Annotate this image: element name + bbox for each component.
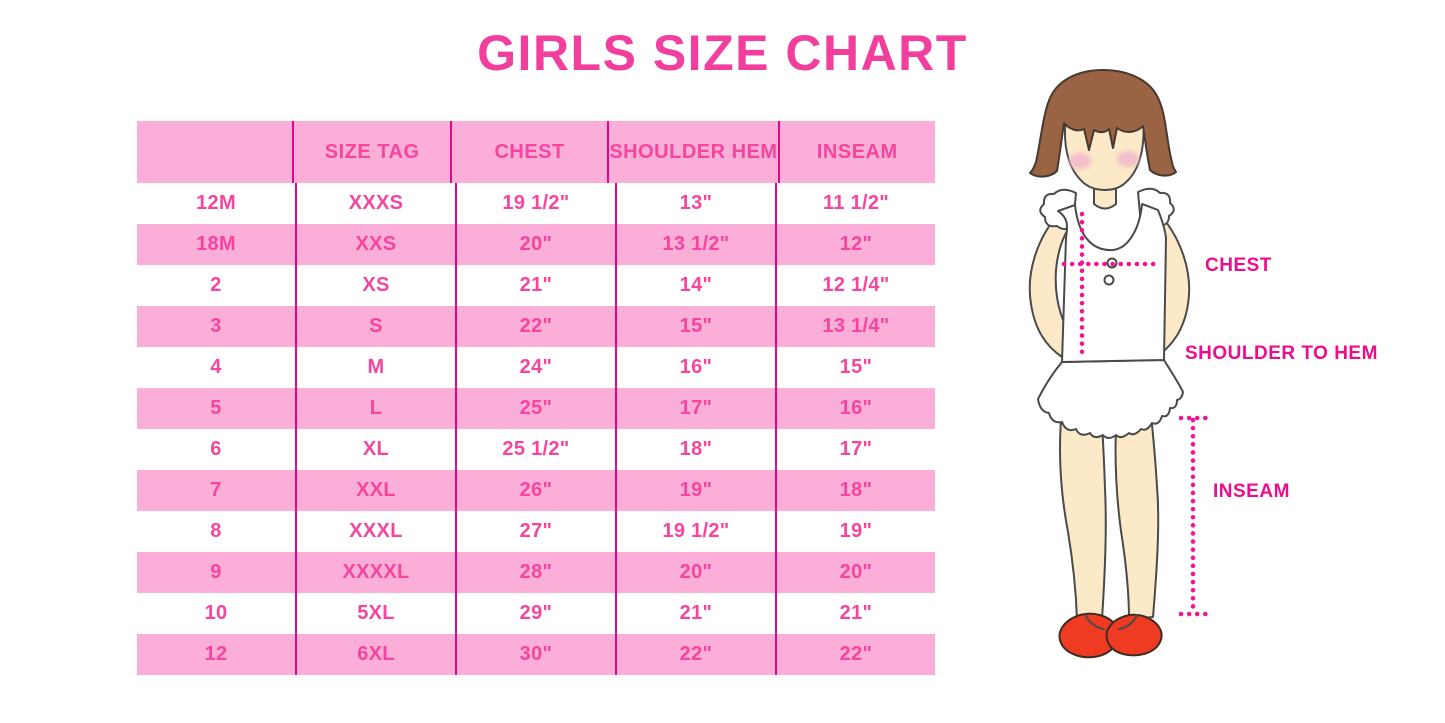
table-row: 9 XXXXL 28" 20" 20" (137, 552, 935, 593)
table-cell: 21" (457, 265, 617, 306)
table-row: 6 XL 25 1/2" 18" 17" (137, 429, 935, 470)
measurement-figure-illustration: CHEST SHOULDER TO HEM INSEAM (1028, 69, 1378, 659)
table-cell: 26" (457, 470, 617, 511)
table-cell: 19" (839, 520, 873, 542)
table-cell: 19" (617, 470, 777, 511)
table-header-row: SIZE TAG CHEST SHOULDER HEM INSEAM (137, 121, 935, 183)
right-blush (1117, 151, 1139, 167)
table-cell: 12 (137, 634, 297, 675)
table-row: 12M XXXS 19 1/2" 13" 11 1/2" (137, 183, 935, 224)
table-cell: XXXL (297, 511, 457, 552)
table-cell: 2 (137, 265, 297, 306)
table-cell: 29" (457, 593, 617, 634)
size-chart-table: SIZE TAG CHEST SHOULDER HEM INSEAM 12M XXXS 19… (137, 121, 935, 675)
table-row: 18M XXS 20" 13 1/2" 12" (137, 224, 935, 265)
table-cell: 27" (457, 511, 617, 552)
table-cell: 19 1/2" (457, 183, 617, 224)
table-cell: 18M (137, 224, 297, 265)
table-cell: 5 (137, 388, 297, 429)
table-cell: 22" (617, 634, 777, 675)
table-cell: XXL (297, 470, 457, 511)
shoulder-to-hem-label: SHOULDER TO HEM (1185, 343, 1378, 364)
column-header-cell: SIZE TAG (294, 121, 452, 183)
hair (1029, 69, 1177, 178)
table-cell: 24" (457, 347, 617, 388)
table-cell: XXXS (297, 183, 457, 224)
table-cell: 18" (617, 429, 777, 470)
table-cell: 17" (617, 388, 777, 429)
table-cell: 11 1/2" (822, 192, 890, 214)
right-shoe (1105, 613, 1163, 657)
table-cell: XXXXL (297, 552, 457, 593)
table-cell: 10 (137, 593, 297, 634)
table-cell: 13 1/2" (617, 224, 777, 265)
bottom-button (1103, 274, 1115, 286)
table-cell: 30" (457, 634, 617, 675)
table-cell: 4 (137, 347, 297, 388)
table-cell: 14" (617, 265, 777, 306)
table-cell: 5XL (297, 593, 457, 634)
table-cell: 18" (839, 479, 873, 501)
table-cell: 22" (839, 643, 873, 665)
table-cell: 21" (839, 602, 873, 624)
column-header-cell (137, 121, 295, 183)
table-cell: XL (297, 429, 457, 470)
table-cell: 12 1/4" (822, 274, 890, 296)
table-cell: 16" (839, 397, 873, 419)
table-cell: 19 1/2" (617, 511, 777, 552)
table-row: 8 XXXL 27" 19 1/2" 19" (137, 511, 935, 552)
right-shoe-strap (1118, 614, 1138, 630)
table-cell: 16" (617, 347, 777, 388)
page-title: GIRLS SIZE CHART (477, 25, 968, 81)
table-cell: 15" (617, 306, 777, 347)
table-cell: 28" (457, 552, 617, 593)
left-shoe-strap (1084, 613, 1105, 630)
table-cell: 7 (137, 470, 297, 511)
table-cell: 17" (839, 438, 873, 460)
table-cell: 22" (457, 306, 617, 347)
table-cell: 8 (137, 511, 297, 552)
left-blush (1069, 153, 1091, 169)
table-cell: 6XL (297, 634, 457, 675)
table-cell: 20" (617, 552, 777, 593)
inseam-label: INSEAM (1213, 481, 1290, 502)
table-cell: XXS (297, 224, 457, 265)
right-leg (1114, 403, 1160, 620)
table-cell: XS (297, 265, 457, 306)
table-cell: 13" (617, 183, 777, 224)
table-cell: 3 (137, 306, 297, 347)
table-row: 10 5XL 29" 21" 21" (137, 593, 935, 634)
table-row: 2 XS 21" 14" 12 1/4" (137, 265, 935, 306)
table-row: 7 XXL 26" 19" 18" (137, 470, 935, 511)
column-header-cell: CHEST (452, 121, 610, 183)
table-row: 4 M 24" 16" 15" (137, 347, 935, 388)
table-cell: 21" (617, 593, 777, 634)
column-header-cell: INSEAM (816, 140, 898, 163)
table-cell: 20" (839, 561, 873, 583)
table-cell: 15" (839, 356, 873, 378)
table-cell: 13 1/4" (822, 315, 890, 337)
table-cell: 25" (457, 388, 617, 429)
left-shoe (1058, 612, 1118, 659)
table-row: 5 L 25" 17" 16" (137, 388, 935, 429)
table-cell: L (297, 388, 457, 429)
table-row: 3 S 22" 15" 13 1/4" (137, 306, 935, 347)
table-cell: 20" (457, 224, 617, 265)
table-cell: S (297, 306, 457, 347)
table-cell: M (297, 347, 457, 388)
table-cell: 12" (839, 233, 873, 255)
table-cell: 6 (137, 429, 297, 470)
column-header-cell: SHOULDER HEM (609, 121, 780, 183)
table-cell: 25 1/2" (457, 429, 617, 470)
table-cell: 9 (137, 552, 297, 593)
table-cell: 12M (137, 183, 297, 224)
chest-label: CHEST (1205, 255, 1272, 276)
table-row: 12 6XL 30" 22" 22" (137, 634, 935, 675)
skirt (1037, 359, 1184, 439)
